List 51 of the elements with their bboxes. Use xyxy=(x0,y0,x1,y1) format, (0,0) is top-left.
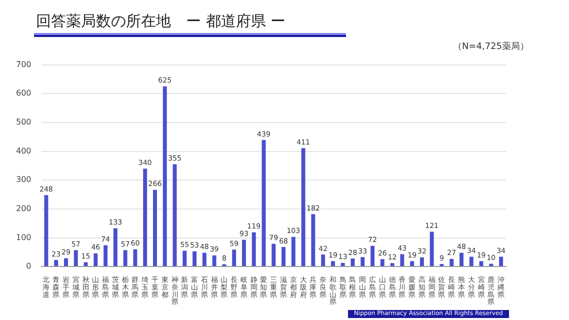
bar xyxy=(469,256,474,266)
bar xyxy=(380,259,384,266)
bar xyxy=(162,86,167,266)
bar xyxy=(113,228,118,266)
bar xyxy=(133,249,138,266)
bar xyxy=(301,148,306,266)
bar xyxy=(311,214,316,266)
bar xyxy=(153,190,157,266)
bar xyxy=(192,251,197,266)
bar xyxy=(330,261,335,266)
bar xyxy=(450,258,454,266)
bar xyxy=(232,250,236,266)
bar xyxy=(64,258,68,266)
bar xyxy=(360,257,365,266)
y-tick-label: 400 xyxy=(16,146,32,156)
bar xyxy=(340,262,345,266)
bar xyxy=(143,168,148,266)
bar xyxy=(212,255,216,266)
bar xyxy=(202,252,206,266)
chart-subtitle: （N=4,725薬局） xyxy=(452,40,529,53)
y-tick-label: 0 xyxy=(26,262,32,271)
y-tick-label: 200 xyxy=(16,204,32,214)
y-tick-label: 300 xyxy=(16,175,32,184)
bar xyxy=(242,240,246,266)
y-tick-label: 100 xyxy=(16,232,32,242)
bar xyxy=(489,264,494,266)
bar xyxy=(420,257,424,266)
chart-title: 回答薬局数の所在地 ー 都道府県 ー xyxy=(36,12,286,31)
y-tick-label: 700 xyxy=(16,60,32,69)
bar xyxy=(479,261,484,266)
bar xyxy=(460,252,464,266)
bar xyxy=(430,232,434,266)
bar xyxy=(291,236,296,266)
bar xyxy=(390,263,394,266)
bar xyxy=(410,261,414,266)
bar xyxy=(74,250,78,266)
bar xyxy=(272,244,276,266)
bar xyxy=(400,254,404,266)
bar xyxy=(123,250,128,266)
bar xyxy=(104,245,108,266)
y-tick-label: 500 xyxy=(16,118,32,127)
bar xyxy=(252,232,256,266)
bar xyxy=(182,250,187,266)
y-tick-label: 600 xyxy=(16,88,32,98)
bar xyxy=(54,260,58,266)
bar xyxy=(94,253,98,266)
bar xyxy=(321,254,326,266)
bar xyxy=(499,256,504,266)
bar xyxy=(44,195,48,266)
bar xyxy=(370,246,374,266)
bar xyxy=(282,246,286,266)
